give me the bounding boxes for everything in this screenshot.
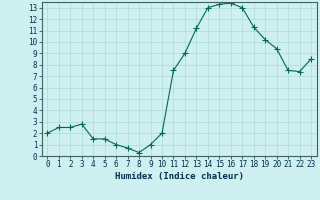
X-axis label: Humidex (Indice chaleur): Humidex (Indice chaleur): [115, 172, 244, 181]
